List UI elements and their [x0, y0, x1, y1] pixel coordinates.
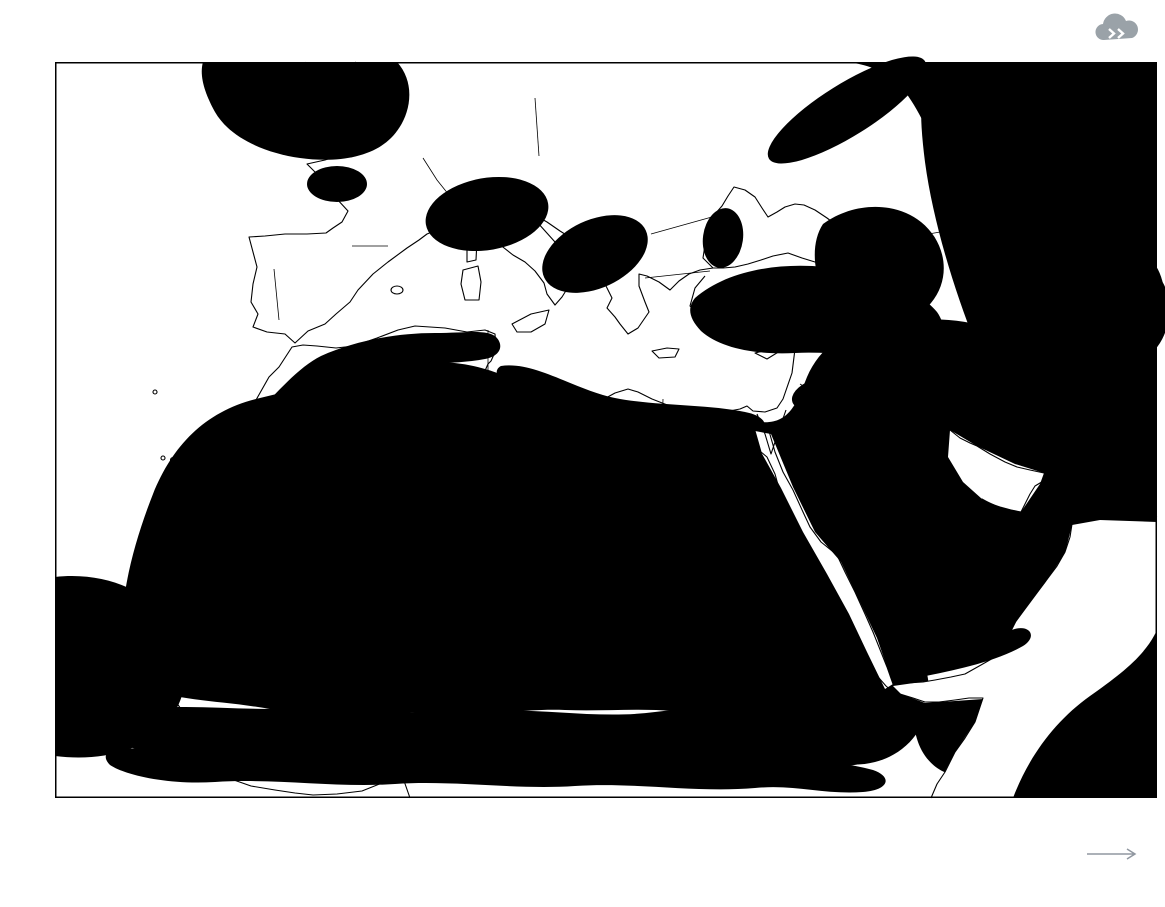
- colorbar: [203, 844, 1023, 906]
- dust-fill-ocean-teal: [897, 628, 1157, 798]
- dust-fill-2000-5000: [219, 303, 924, 734]
- wind-reference-arrow: [1087, 848, 1137, 860]
- map-svg: [55, 56, 1165, 799]
- lon-axis: [55, 801, 1157, 823]
- lat-axis: [0, 62, 50, 798]
- country-borders: [165, 97, 1141, 676]
- seevccc-logo: [1091, 12, 1151, 48]
- dust-fill-coastal-strips: [252, 332, 765, 435]
- dust-fill-20-50: [55, 62, 1157, 768]
- map-frame: [55, 62, 1157, 798]
- wind-reference: [1080, 846, 1150, 864]
- map: [55, 56, 1165, 799]
- dust-fill-5000-20000: [272, 555, 912, 723]
- dust-concentration-fills: [55, 56, 1165, 798]
- cloud-logo-icon: [1095, 13, 1139, 41]
- coastlines: [64, 61, 1158, 799]
